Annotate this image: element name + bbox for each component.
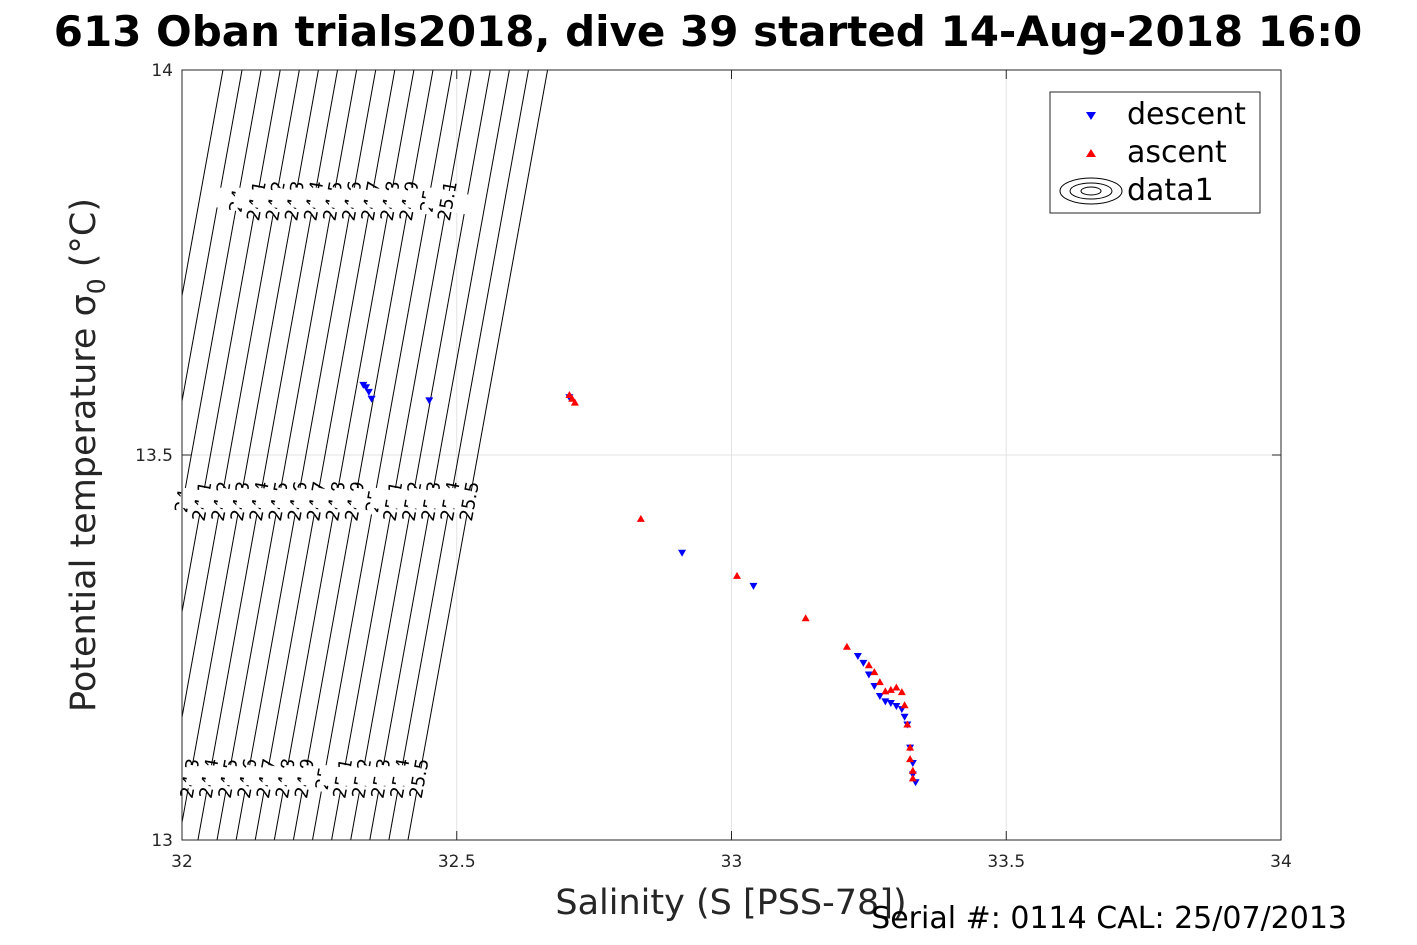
y-axis-label: Potential temperature σ0 (°C) xyxy=(64,198,111,712)
x-ticks: 32 32.5 33 33.5 34 xyxy=(171,70,1292,872)
descent-point xyxy=(367,395,376,403)
ascent-point xyxy=(875,678,884,686)
footer-serial-cal: Serial #: 0114 CAL: 25/07/2013 xyxy=(871,901,1347,936)
ascent-point xyxy=(908,766,917,774)
x-tick-label: 33.5 xyxy=(987,852,1025,872)
legend-box xyxy=(1049,91,1261,214)
descent-points xyxy=(359,381,920,787)
ascent-points xyxy=(565,390,917,782)
isopycnal-line xyxy=(181,69,300,718)
isopycnal-line xyxy=(181,69,224,296)
y-axis-label-subscript: 0 xyxy=(82,278,111,294)
descent-point xyxy=(886,699,895,707)
descent-point xyxy=(853,652,862,660)
ascent-point xyxy=(801,614,810,622)
legend-descent-label: descent xyxy=(1127,97,1246,132)
grid-lines xyxy=(182,70,1281,840)
y-tick-label: 13 xyxy=(151,831,173,851)
chart-title: 613 Oban trials2018, dive 39 started 14-… xyxy=(54,7,1362,56)
legend: descent ascent data1 xyxy=(1049,91,1261,214)
ascent-point xyxy=(842,642,851,650)
descent-point xyxy=(859,659,868,667)
y-axis-label-unit: (°C) xyxy=(64,198,104,278)
descent-point xyxy=(900,713,909,721)
ascent-point xyxy=(906,755,915,763)
isopycnal-line xyxy=(181,69,262,507)
legend-data1-contour-icon xyxy=(1059,177,1123,205)
descent-point xyxy=(362,384,371,392)
descent-point xyxy=(875,693,884,701)
ascent-point xyxy=(892,683,901,691)
ascent-point xyxy=(870,668,879,676)
ascent-point xyxy=(864,661,873,669)
x-tick-label: 32 xyxy=(171,852,193,872)
descent-point xyxy=(678,549,687,557)
descent-point xyxy=(864,671,873,679)
ascent-point xyxy=(636,514,645,522)
contour-label-bg xyxy=(445,487,493,515)
isopycnal-line xyxy=(369,69,510,841)
y-ticks: 13 13.5 14 xyxy=(135,61,1281,851)
ascent-point xyxy=(732,571,741,579)
x-axis-label: Salinity (S [PSS-78]) xyxy=(555,883,906,923)
ascent-point xyxy=(900,701,909,709)
descent-point xyxy=(425,397,434,405)
descent-point xyxy=(364,388,373,396)
contour-label-bg xyxy=(424,187,471,215)
ascent-point xyxy=(903,720,912,728)
x-tick-label: 33 xyxy=(721,852,743,872)
descent-point xyxy=(749,582,758,590)
contour-labels: 2424.124.224.324.424.524.624.724.824.925… xyxy=(159,179,493,800)
contour-label-bg xyxy=(395,764,443,793)
legend-ascent-marker xyxy=(1086,149,1096,157)
legend-ascent-label: ascent xyxy=(1127,135,1227,170)
x-tick-label: 34 xyxy=(1270,852,1292,872)
legend-data1-label: data1 xyxy=(1127,173,1214,208)
isopycnal-line xyxy=(181,69,243,402)
y-tick-label: 13.5 xyxy=(135,446,173,466)
ascent-point xyxy=(886,685,895,693)
contour-label: 25.1 xyxy=(434,179,462,222)
ascent-point xyxy=(906,743,915,751)
y-tick-label: 14 xyxy=(151,61,173,81)
x-tick-label: 32.5 xyxy=(438,852,476,872)
isopycnal-line xyxy=(407,69,549,841)
y-axis-label-text: Potential temperature σ xyxy=(64,294,104,712)
descent-point xyxy=(892,703,901,711)
isopycnal-line xyxy=(388,69,529,841)
ascent-point xyxy=(908,774,917,782)
legend-descent-marker xyxy=(1086,112,1096,120)
isopycnal-line xyxy=(181,69,281,612)
ascent-point xyxy=(570,398,579,406)
ascent-point xyxy=(897,688,906,696)
